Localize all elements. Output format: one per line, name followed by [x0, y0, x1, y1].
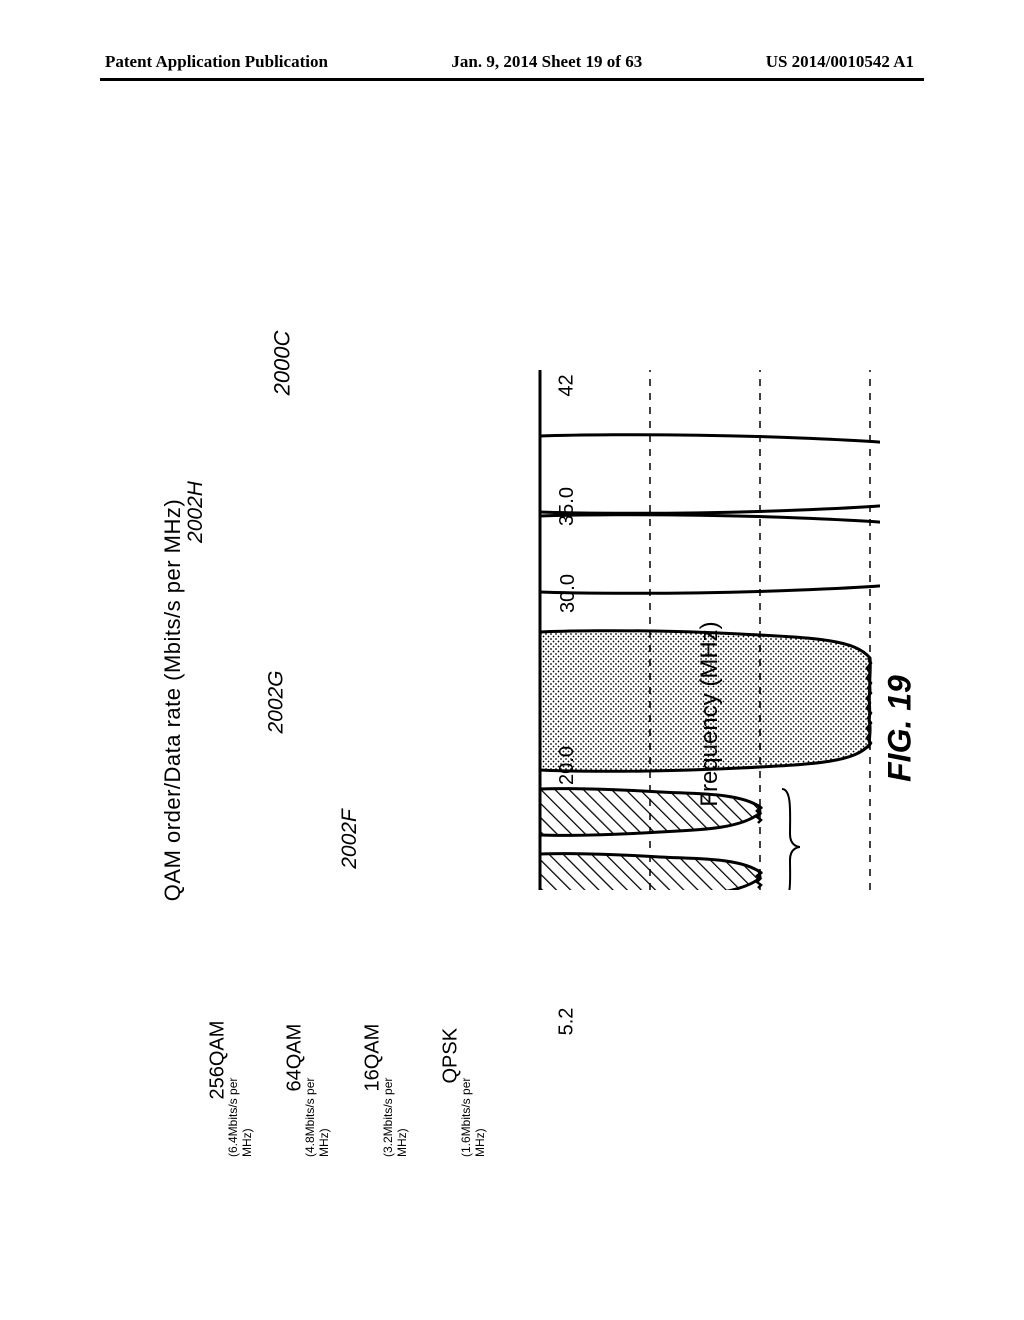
y-tick-16qam-sub: (3.2Mbits/s per MHz)	[381, 1047, 409, 1157]
band-2002h-1	[540, 515, 880, 594]
band-2002f-2	[540, 789, 760, 836]
header-rule	[100, 78, 924, 81]
brace-2002f	[782, 789, 800, 890]
x-tick-5-2: 5.2	[555, 1008, 578, 1036]
y-tick-qpsk-sub: (1.6Mbits/s per MHz)	[459, 1047, 487, 1157]
y-tick-64qam-sub: (4.8Mbits/s per MHz)	[303, 1047, 331, 1157]
figure-caption: FIG. 19	[882, 629, 919, 829]
header-center: Jan. 9, 2014 Sheet 19 of 63	[451, 52, 642, 72]
figure-area: FIG. 19 2000C QAM order/Data rate (Mbits…	[100, 140, 924, 1220]
band-2002g	[540, 631, 870, 772]
header-right: US 2014/0010542 A1	[766, 52, 914, 72]
y-tick-256qam-sub: (6.4Mbits/s per MHz)	[226, 1047, 254, 1157]
band-2002f-1	[540, 854, 760, 890]
spectrum-chart	[160, 330, 880, 890]
patent-header: Patent Application Publication Jan. 9, 2…	[0, 52, 1024, 72]
band-2002h-2	[540, 435, 880, 514]
header-left: Patent Application Publication	[105, 52, 328, 72]
